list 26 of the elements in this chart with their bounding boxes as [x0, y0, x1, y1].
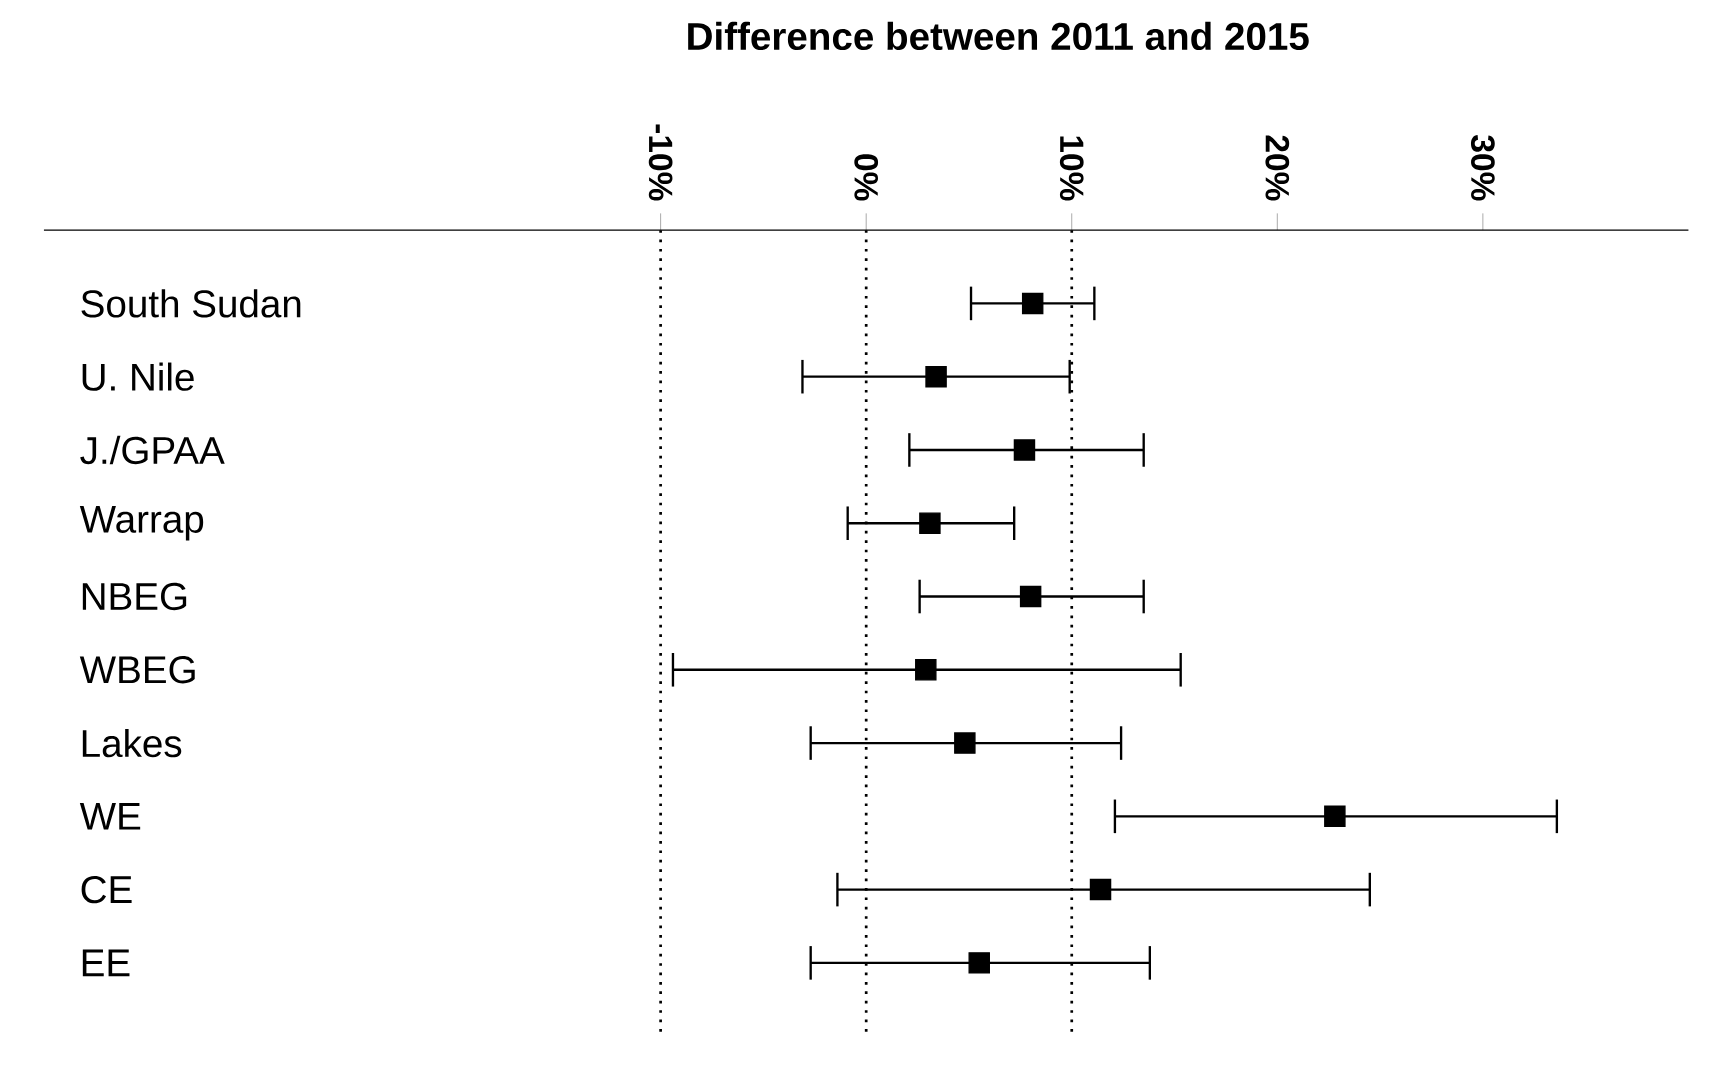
point [1013, 439, 1036, 461]
y-tick-label: Lakes [82, 729, 182, 758]
y-tick-label: EE [82, 949, 130, 977]
y-tick-label: J./GPAA [80, 435, 225, 465]
point [919, 512, 941, 535]
y-tick-label: CE [81, 876, 132, 904]
y-tick-label: South Sudan [81, 289, 301, 318]
y-tick-label: WE [79, 803, 141, 830]
y-tick-label: WBEG [79, 656, 195, 684]
y-tick-label: NBEG [82, 583, 187, 611]
point [1021, 292, 1044, 315]
point [1089, 879, 1112, 901]
point [915, 659, 937, 681]
x-tick-label: 10% [1059, 136, 1084, 201]
point [954, 732, 976, 754]
point [968, 952, 990, 974]
y-tick-label: U. Nile [82, 362, 194, 392]
point [1019, 585, 1042, 608]
point [1324, 805, 1346, 828]
y-tick-label: Warrap [79, 506, 204, 541]
x-tick-label: 20% [1265, 135, 1290, 201]
point [925, 366, 947, 388]
x-tick-label: 0% [854, 154, 879, 201]
chart-title: Difference between 2011 and 2015 [688, 21, 1309, 51]
x-tick-label: -10% [648, 124, 673, 201]
x-tick-label: 30% [1470, 135, 1495, 201]
